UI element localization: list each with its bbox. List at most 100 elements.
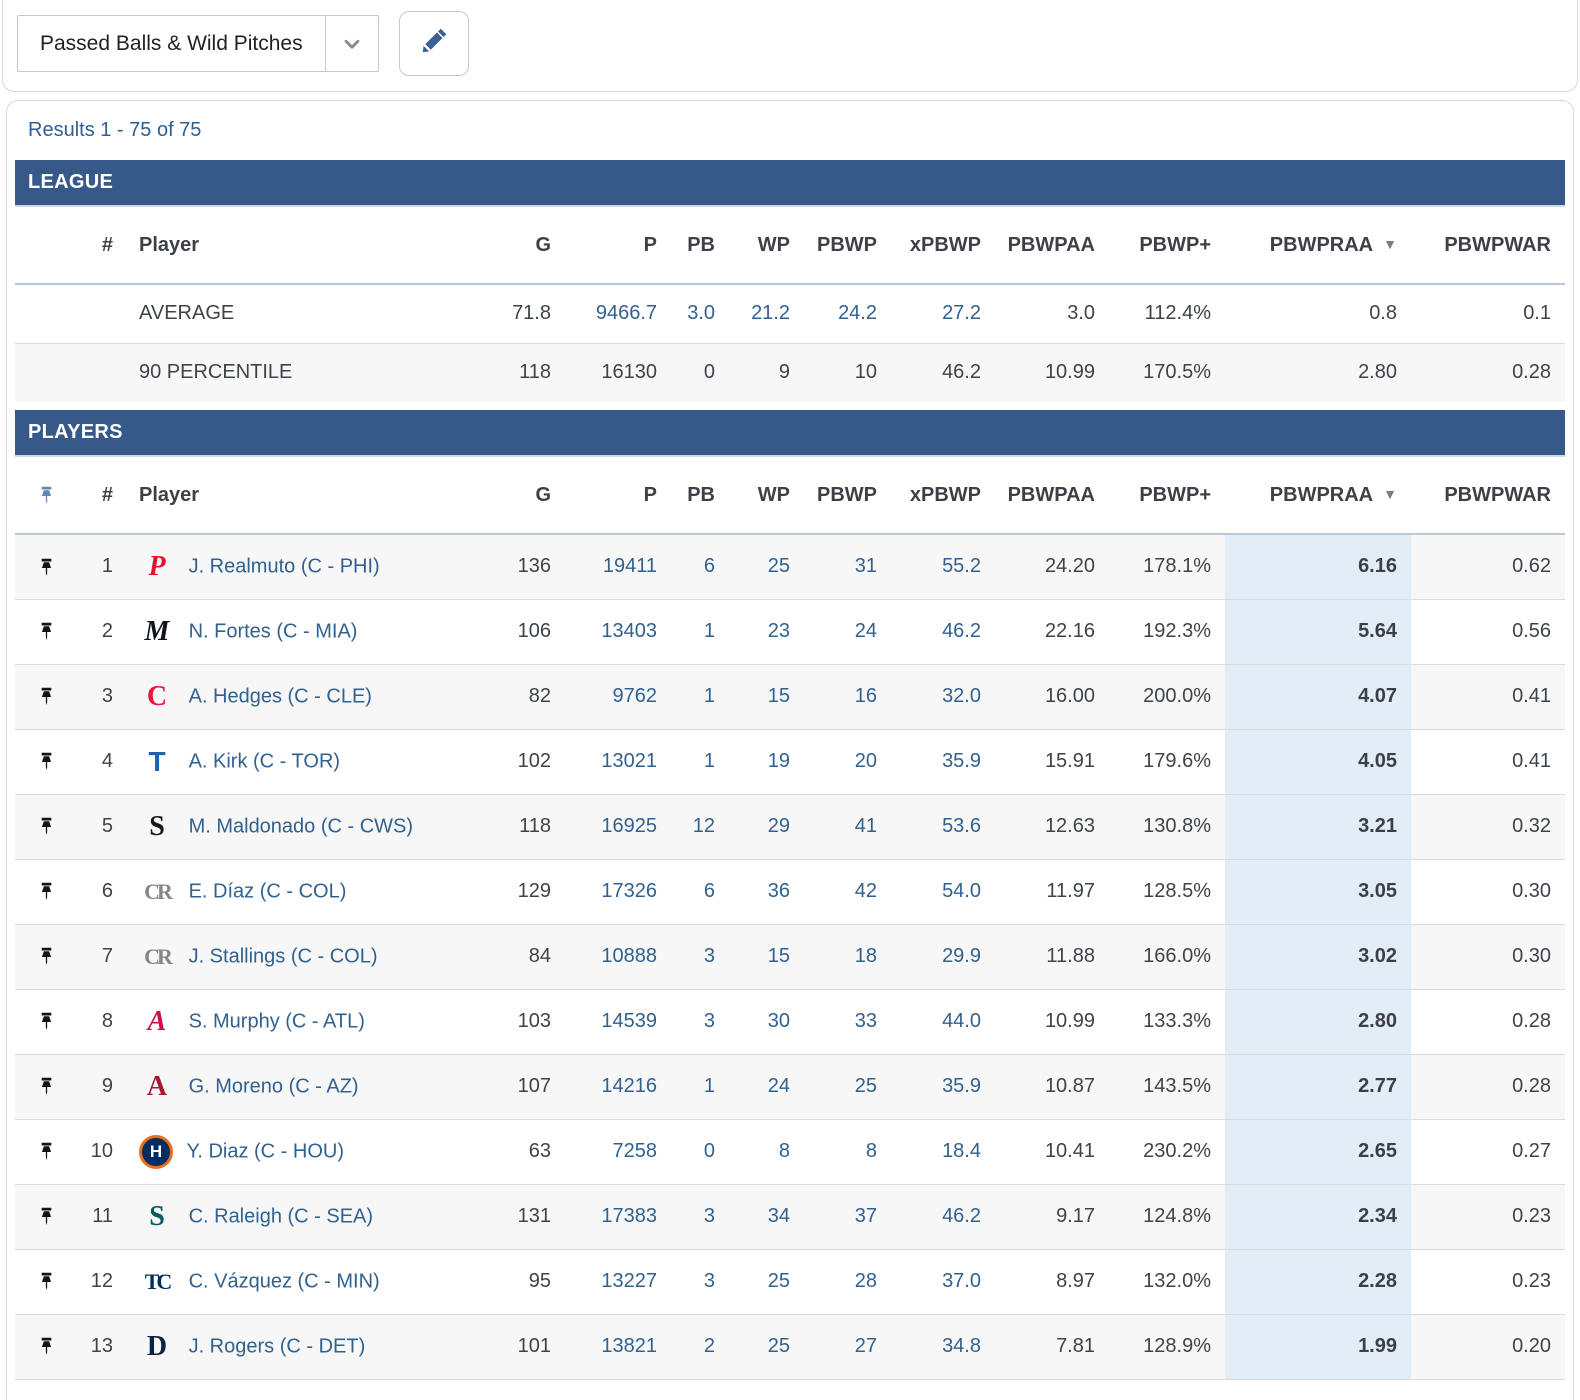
stat-preset-value[interactable]: Passed Balls & Wild Pitches — [40, 32, 303, 55]
stat-p[interactable]: 13021 — [601, 750, 657, 773]
pin-all-header[interactable] — [15, 457, 77, 534]
edit-preset-button[interactable] — [398, 11, 469, 76]
col-wp[interactable]: WP — [757, 484, 790, 507]
stat-xpbwp[interactable]: 29.9 — [942, 945, 981, 968]
col-pbwp-plus[interactable]: PBWP+ — [1139, 234, 1211, 256]
stat-pb[interactable]: 12 — [692, 815, 715, 838]
stat-pbwp[interactable]: 33 — [854, 1010, 877, 1033]
stat-pb[interactable]: 3.0 — [687, 302, 715, 325]
player-link[interactable]: M. Maldonado (C - CWS) — [188, 815, 414, 838]
stat-pb[interactable]: 2 — [703, 1335, 715, 1358]
col-pbwp-plus[interactable]: PBWP+ — [1139, 484, 1211, 507]
stat-pbwp[interactable]: 18 — [854, 945, 877, 968]
stat-xpbwp[interactable]: 37.0 — [942, 1270, 981, 1293]
stat-pbwp[interactable]: 25 — [854, 1075, 877, 1098]
stat-pb[interactable]: 1 — [703, 620, 715, 643]
stat-xpbwp[interactable]: 27.2 — [942, 302, 981, 325]
stat-pbwp[interactable]: 31 — [854, 555, 877, 578]
col-pbwpraa-sorted[interactable]: PBWPRAA ▼ — [1225, 457, 1411, 534]
stat-wp[interactable]: 25 — [767, 555, 790, 578]
stat-wp[interactable]: 9 — [778, 361, 790, 384]
player-link[interactable]: Y. Diaz (C - HOU) — [186, 1140, 344, 1163]
stat-p[interactable]: 17383 — [601, 1205, 657, 1228]
stat-wp[interactable]: 8 — [778, 1140, 790, 1163]
pin-row-button[interactable] — [15, 1054, 77, 1119]
stat-p[interactable]: 16130 — [601, 361, 657, 384]
col-pbwpraa-sorted[interactable]: PBWPRAA ▼ — [1225, 207, 1411, 284]
stat-pbwp[interactable]: 24.2 — [838, 302, 877, 325]
stat-pb[interactable]: 1 — [703, 750, 715, 773]
stat-xpbwp[interactable]: 46.2 — [942, 620, 981, 643]
col-pbwp[interactable]: PBWP — [817, 234, 877, 256]
col-pbwpaa[interactable]: PBWPAA — [1007, 234, 1095, 256]
stat-wp[interactable]: 34 — [767, 1205, 790, 1228]
stat-pb[interactable]: 3 — [703, 1010, 715, 1033]
stat-wp[interactable]: 24 — [767, 1075, 790, 1098]
stat-pb[interactable]: 3 — [703, 945, 715, 968]
pin-row-button[interactable] — [15, 1119, 77, 1184]
stat-p[interactable]: 16925 — [601, 815, 657, 838]
col-pbwp[interactable]: PBWP — [817, 484, 877, 507]
stat-xpbwp[interactable]: 18.4 — [942, 1140, 981, 1163]
stat-xpbwp[interactable]: 46.2 — [942, 1205, 981, 1228]
pin-row-button[interactable] — [15, 924, 77, 989]
stat-xpbwp[interactable]: 35.9 — [942, 1075, 981, 1098]
col-pb[interactable]: PB — [687, 234, 715, 256]
results-summary-link[interactable]: Results 1 - 75 of 75 — [28, 119, 202, 141]
pin-row-button[interactable] — [15, 1184, 77, 1249]
stat-xpbwp[interactable]: 55.2 — [942, 555, 981, 578]
stat-p[interactable]: 9466.7 — [595, 302, 657, 325]
sort-desc-icon[interactable]: ▼ — [1383, 486, 1397, 503]
stat-wp[interactable]: 25 — [767, 1270, 790, 1293]
stat-p[interactable]: 14216 — [601, 1075, 657, 1098]
col-pb[interactable]: PB — [687, 484, 715, 507]
stat-pbwp[interactable]: 20 — [854, 750, 877, 773]
stat-pbwp[interactable]: 8 — [865, 1140, 877, 1163]
stat-wp[interactable]: 19 — [767, 750, 790, 773]
stat-wp[interactable]: 21.2 — [751, 302, 790, 325]
pin-row-button[interactable] — [15, 859, 77, 924]
stat-pb[interactable]: 0 — [703, 361, 715, 384]
stat-p[interactable]: 14539 — [601, 1010, 657, 1033]
pin-row-button[interactable] — [15, 1249, 77, 1314]
stat-pb[interactable]: 0 — [703, 1140, 715, 1163]
player-link[interactable]: J. Realmuto (C - PHI) — [188, 555, 380, 578]
col-g[interactable]: G — [535, 484, 551, 507]
stat-xpbwp[interactable]: 32.0 — [942, 685, 981, 708]
stat-p[interactable]: 17326 — [601, 880, 657, 903]
stat-pbwp[interactable]: 27 — [854, 1335, 877, 1358]
stat-pbwp[interactable]: 42 — [854, 880, 877, 903]
stat-wp[interactable]: 15 — [767, 685, 790, 708]
stat-p[interactable]: 7258 — [612, 1140, 658, 1163]
col-player[interactable]: Player — [139, 234, 200, 256]
col-pbwpwar[interactable]: PBWPWAR — [1444, 234, 1551, 256]
stat-pbwp[interactable]: 10 — [854, 361, 877, 384]
stat-pbwp[interactable]: 24 — [854, 620, 877, 643]
col-xpbwp[interactable]: xPBWP — [909, 484, 981, 507]
col-p[interactable]: P — [643, 484, 657, 507]
player-link[interactable]: N. Fortes (C - MIA) — [188, 620, 358, 643]
stat-wp[interactable]: 29 — [767, 815, 790, 838]
col-wp[interactable]: WP — [757, 234, 790, 256]
player-link[interactable]: J. Stallings (C - COL) — [188, 945, 378, 968]
col-p[interactable]: P — [643, 234, 657, 256]
player-link[interactable]: S. Murphy (C - ATL) — [188, 1010, 365, 1033]
stat-pb[interactable]: 6 — [703, 555, 715, 578]
chevron-down-icon[interactable] — [326, 16, 378, 71]
col-pbwpaa[interactable]: PBWPAA — [1007, 484, 1095, 507]
stat-pbwp[interactable]: 41 — [854, 815, 877, 838]
player-link[interactable]: A. Hedges (C - CLE) — [188, 685, 372, 708]
stat-pb[interactable]: 1 — [703, 685, 715, 708]
player-link[interactable]: G. Moreno (C - AZ) — [188, 1075, 359, 1098]
stat-pb[interactable]: 3 — [703, 1205, 715, 1228]
stat-pbwp[interactable]: 37 — [854, 1205, 877, 1228]
stat-xpbwp[interactable]: 54.0 — [942, 880, 981, 903]
col-player[interactable]: Player — [139, 484, 200, 507]
stat-pbwp[interactable]: 16 — [854, 685, 877, 708]
stat-wp[interactable]: 30 — [767, 1010, 790, 1033]
col-g[interactable]: G — [535, 234, 551, 256]
pin-row-button[interactable] — [15, 664, 77, 729]
stat-pb[interactable]: 3 — [703, 1270, 715, 1293]
pin-row-button[interactable] — [15, 989, 77, 1054]
stat-wp[interactable]: 36 — [767, 880, 790, 903]
